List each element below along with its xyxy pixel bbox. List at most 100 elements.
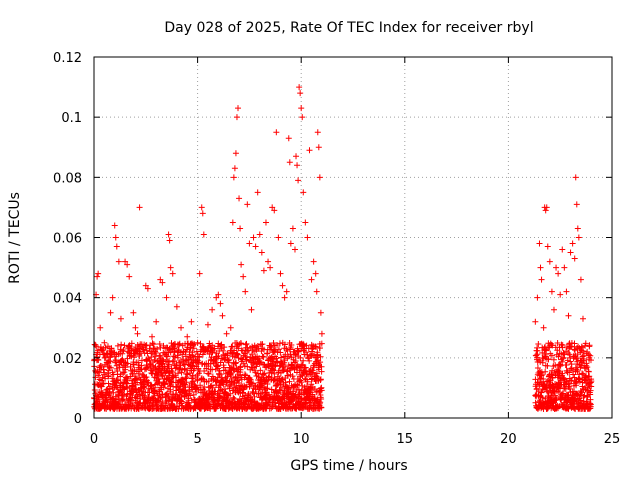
data-point-peak bbox=[95, 270, 102, 277]
data-point bbox=[169, 369, 176, 376]
data-point bbox=[106, 390, 113, 397]
y-tick-labels: 0 0.02 0.04 0.06 0.08 0.1 0.12 bbox=[53, 51, 82, 427]
data-point bbox=[124, 360, 131, 367]
data-point bbox=[278, 354, 285, 361]
data-point bbox=[559, 342, 566, 349]
data-point-peak bbox=[314, 129, 321, 136]
data-point-peak bbox=[115, 258, 122, 265]
data-point-peak bbox=[198, 204, 205, 211]
data-point bbox=[249, 343, 256, 350]
data-point bbox=[175, 346, 182, 353]
data-point bbox=[157, 395, 164, 402]
data-point bbox=[566, 385, 573, 392]
data-point bbox=[574, 367, 581, 374]
data-point bbox=[148, 382, 155, 389]
x-tick-label: 0 bbox=[90, 432, 98, 447]
data-point bbox=[303, 349, 310, 356]
x-tick-label: 5 bbox=[193, 432, 201, 447]
data-point-peak bbox=[124, 261, 131, 268]
data-point bbox=[109, 395, 116, 402]
data-point-peak bbox=[235, 105, 242, 112]
data-point-peak bbox=[287, 240, 294, 247]
data-point-peak bbox=[582, 342, 589, 349]
data-point-peak bbox=[561, 264, 568, 271]
data-point-peak bbox=[142, 282, 149, 289]
data-point bbox=[542, 343, 549, 350]
data-point bbox=[278, 384, 285, 391]
y-tick-label: 0.02 bbox=[53, 352, 82, 367]
data-point bbox=[567, 343, 574, 350]
data-point bbox=[300, 357, 307, 364]
data-point-peak bbox=[298, 105, 305, 112]
data-point bbox=[105, 372, 112, 379]
data-point bbox=[566, 351, 573, 358]
data-point-peak bbox=[312, 270, 319, 277]
data-point-peak bbox=[548, 288, 555, 295]
data-point bbox=[298, 379, 305, 386]
data-point-peak bbox=[283, 288, 290, 295]
data-point bbox=[187, 392, 194, 399]
data-point bbox=[107, 364, 114, 371]
data-point bbox=[178, 369, 185, 376]
data-point bbox=[140, 346, 147, 353]
data-point bbox=[169, 358, 176, 365]
data-point bbox=[558, 341, 565, 348]
data-point-peak bbox=[97, 324, 104, 331]
data-point bbox=[196, 354, 203, 361]
data-point-peak bbox=[209, 306, 216, 313]
data-point bbox=[217, 342, 224, 349]
data-point bbox=[243, 340, 250, 347]
data-point bbox=[252, 369, 259, 376]
data-point-peak bbox=[178, 324, 185, 331]
data-point bbox=[281, 341, 288, 348]
data-point bbox=[176, 365, 183, 372]
y-tick-label: 0.12 bbox=[53, 51, 82, 66]
data-point bbox=[317, 376, 324, 383]
data-point bbox=[302, 375, 309, 382]
data-point-peak bbox=[238, 261, 245, 268]
data-point bbox=[578, 389, 585, 396]
data-point bbox=[579, 370, 586, 377]
data-point bbox=[120, 370, 127, 377]
data-point bbox=[275, 346, 282, 353]
data-point bbox=[204, 370, 211, 377]
data-point bbox=[121, 369, 128, 376]
data-point-peak bbox=[188, 318, 195, 325]
data-point bbox=[258, 348, 265, 355]
data-point bbox=[128, 340, 135, 347]
data-point-peak bbox=[94, 273, 101, 280]
data-point bbox=[215, 390, 222, 397]
data-point bbox=[532, 399, 539, 406]
data-point-peak bbox=[294, 162, 301, 169]
data-point bbox=[138, 357, 145, 364]
data-point bbox=[268, 386, 275, 393]
data-point bbox=[115, 377, 122, 384]
data-point bbox=[135, 359, 142, 366]
data-point-peak bbox=[281, 294, 288, 301]
data-point bbox=[279, 376, 286, 383]
data-point bbox=[565, 350, 572, 357]
data-point-peak bbox=[246, 240, 253, 247]
data-point bbox=[212, 388, 219, 395]
data-point bbox=[296, 390, 303, 397]
data-point-peak bbox=[567, 249, 574, 256]
data-point bbox=[244, 363, 251, 370]
data-point bbox=[290, 388, 297, 395]
data-point-peak bbox=[101, 339, 108, 346]
data-point bbox=[539, 359, 546, 366]
data-point-peak bbox=[572, 174, 579, 181]
data-point-peak bbox=[316, 174, 323, 181]
y-tick-label: 0.04 bbox=[53, 292, 82, 307]
data-point-peak bbox=[310, 258, 317, 265]
data-point bbox=[316, 345, 323, 352]
data-point bbox=[557, 362, 564, 369]
data-point bbox=[314, 352, 321, 359]
data-point-peak bbox=[163, 294, 170, 301]
data-point bbox=[568, 377, 575, 384]
data-point bbox=[244, 344, 251, 351]
data-point bbox=[140, 384, 147, 391]
data-point-peak bbox=[273, 129, 280, 136]
data-point bbox=[306, 357, 313, 364]
data-point bbox=[177, 362, 184, 369]
